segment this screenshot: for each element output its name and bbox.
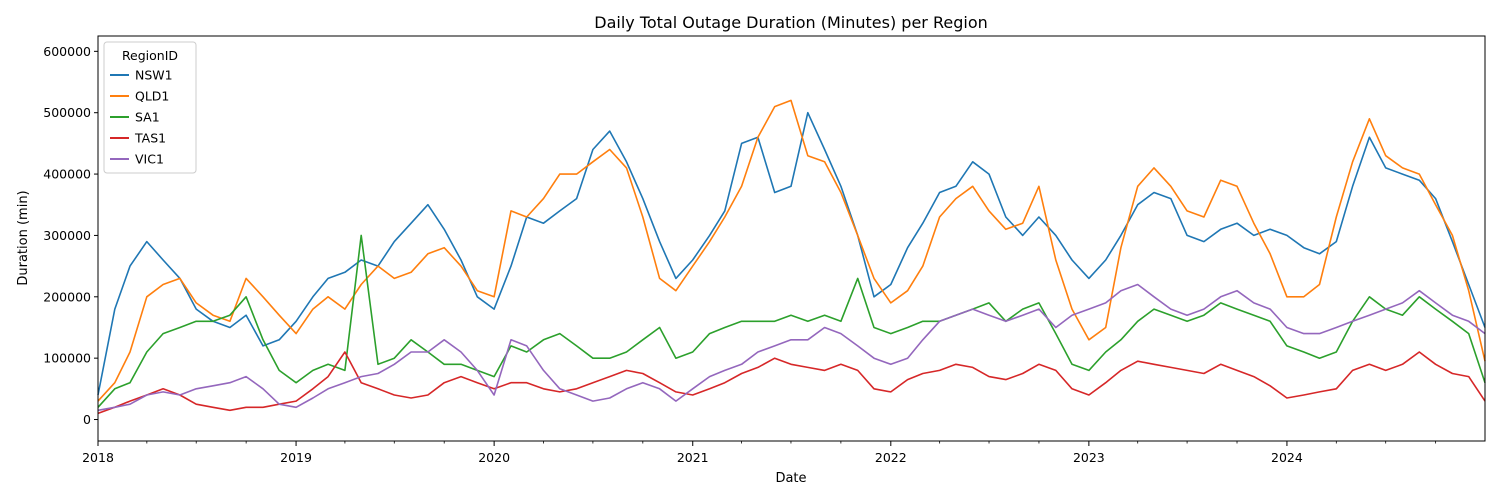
- y-tick-label: 200000: [43, 289, 91, 304]
- x-axis: 2018 2019 2020 2021 2022 2023 2024: [82, 441, 1437, 465]
- y-tick-label: 400000: [43, 167, 91, 182]
- series-line-vic1: [97, 283, 1486, 412]
- chart-title: Daily Total Outage Duration (Minutes) pe…: [594, 13, 988, 32]
- legend-label-sa1: SA1: [135, 110, 160, 125]
- x-tick-label: 2019: [280, 450, 312, 465]
- x-tick-label: 2020: [478, 450, 510, 465]
- legend: RegionID NSW1 QLD1 SA1 TAS1 VIC1: [103, 41, 197, 174]
- series-lines: [97, 99, 1486, 415]
- series-line-tas1: [97, 351, 1486, 415]
- y-axis: 0 100000 200000 300000 400000 500000 600000: [43, 44, 98, 427]
- y-tick-label: 600000: [43, 44, 91, 59]
- y-tick-label: 0: [83, 412, 91, 427]
- series-line-nsw1: [97, 111, 1486, 396]
- legend-label-qld1: QLD1: [135, 89, 169, 104]
- legend-title: RegionID: [122, 48, 178, 63]
- x-tick-label: 2024: [1271, 450, 1303, 465]
- series-line-qld1: [97, 99, 1486, 402]
- x-tick-label: 2022: [875, 450, 907, 465]
- y-axis-label: Duration (min): [16, 190, 31, 285]
- x-tick-label: 2021: [677, 450, 709, 465]
- series-line-sa1: [97, 234, 1486, 408]
- y-tick-label: 500000: [43, 105, 91, 120]
- legend-label-vic1: VIC1: [135, 152, 164, 167]
- x-tick-label: 2018: [82, 450, 114, 465]
- y-tick-label: 100000: [43, 351, 91, 366]
- plot-frame: [97, 35, 1486, 442]
- x-tick-label: 2023: [1073, 450, 1105, 465]
- y-tick-label: 300000: [43, 228, 91, 243]
- legend-label-nsw1: NSW1: [135, 68, 173, 83]
- legend-label-tas1: TAS1: [134, 131, 166, 146]
- x-axis-label: Date: [775, 471, 806, 486]
